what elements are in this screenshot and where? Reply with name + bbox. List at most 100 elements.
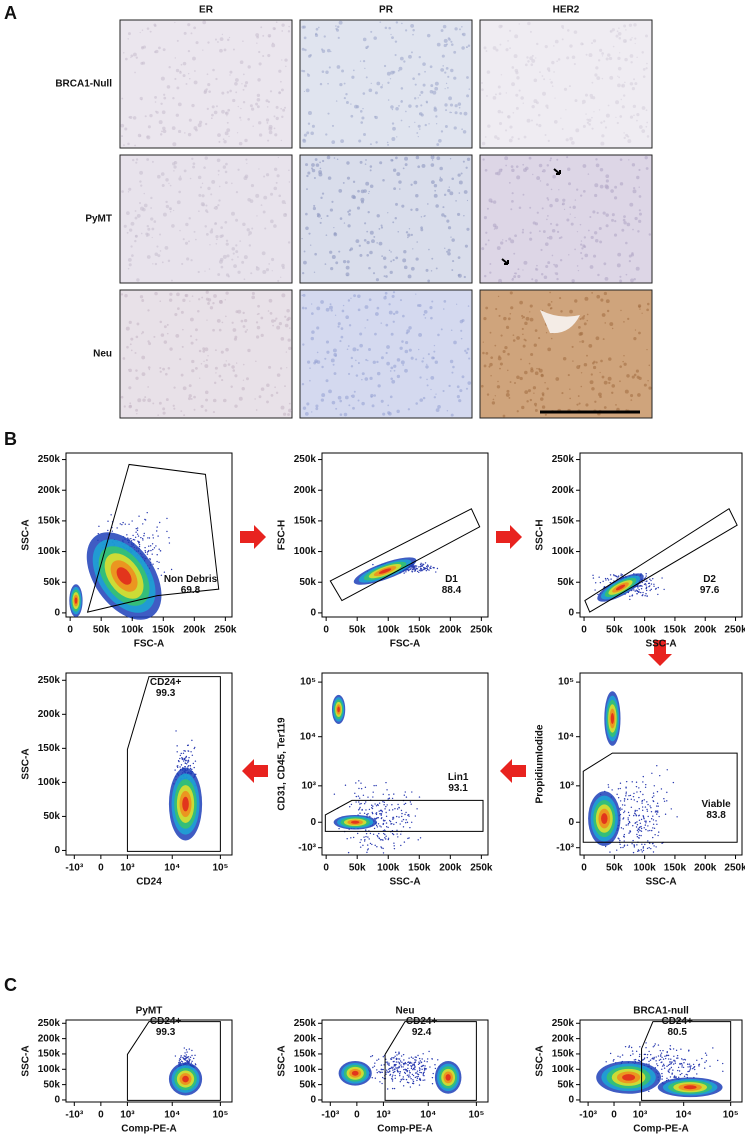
event	[648, 816, 649, 817]
texture	[305, 213, 308, 216]
y-tick-label: 10³	[302, 780, 317, 791]
texture	[160, 103, 162, 105]
event	[417, 1055, 418, 1056]
texture	[197, 310, 200, 313]
texture	[205, 88, 207, 90]
texture	[227, 39, 229, 41]
texture	[215, 78, 217, 80]
texture	[129, 228, 132, 231]
event	[358, 780, 359, 781]
column-header: HER2	[553, 5, 580, 16]
texture	[539, 164, 543, 168]
texture	[190, 259, 192, 261]
texture	[400, 57, 404, 61]
event	[415, 815, 416, 816]
texture	[170, 211, 172, 213]
event	[616, 794, 617, 795]
y-tick-label: 10⁵	[558, 677, 574, 688]
texture	[370, 31, 372, 33]
event	[142, 539, 143, 540]
texture	[630, 82, 633, 85]
event	[386, 1070, 387, 1071]
event	[427, 1058, 428, 1059]
event	[425, 568, 426, 569]
y-tick-label: 0	[54, 845, 60, 856]
event	[641, 849, 642, 850]
x-axis-label: Comp-PE-A	[377, 1124, 433, 1135]
event	[670, 1076, 671, 1077]
texture	[510, 381, 512, 383]
texture	[132, 159, 134, 161]
texture	[569, 206, 571, 208]
flow-plot: Lin193.1-10³010³10⁴10⁵050k100k150k200k25…	[277, 673, 493, 888]
texture	[523, 345, 526, 348]
texture	[365, 327, 366, 328]
texture	[189, 78, 190, 79]
event	[405, 822, 406, 823]
texture	[545, 134, 547, 136]
texture	[148, 342, 151, 345]
event	[670, 1045, 671, 1046]
texture	[545, 242, 549, 246]
texture	[243, 176, 247, 180]
event	[381, 813, 382, 814]
y-tick-label: 0	[54, 1095, 60, 1106]
event	[396, 833, 397, 834]
texture	[392, 109, 393, 110]
event	[408, 1076, 409, 1077]
texture	[178, 177, 181, 180]
texture	[250, 272, 252, 274]
texture	[288, 339, 291, 342]
event	[194, 1055, 195, 1056]
event	[153, 537, 154, 538]
event	[421, 1066, 422, 1067]
event	[369, 838, 370, 839]
texture	[532, 55, 534, 57]
ihc-image	[300, 290, 472, 418]
texture	[388, 99, 390, 101]
event	[401, 1061, 402, 1062]
texture	[612, 213, 615, 216]
texture	[390, 251, 392, 253]
texture	[365, 377, 369, 381]
texture	[258, 121, 261, 124]
texture	[403, 60, 405, 62]
texture	[524, 371, 528, 375]
texture	[232, 322, 234, 324]
event	[138, 515, 139, 516]
texture	[257, 98, 261, 102]
event	[630, 795, 631, 796]
texture	[619, 52, 620, 53]
texture	[144, 193, 145, 194]
event	[644, 595, 645, 596]
texture	[357, 349, 359, 351]
texture	[401, 87, 404, 90]
texture	[140, 62, 143, 65]
texture	[183, 74, 186, 77]
texture	[217, 319, 221, 323]
texture	[531, 278, 533, 280]
event	[637, 851, 638, 852]
texture	[231, 212, 235, 216]
event	[185, 760, 186, 761]
texture	[507, 40, 509, 42]
texture	[566, 138, 569, 141]
texture	[397, 358, 401, 362]
event	[365, 809, 366, 810]
texture	[545, 414, 547, 416]
event	[416, 1072, 417, 1073]
texture	[150, 31, 152, 33]
event	[366, 852, 367, 853]
event	[191, 1061, 192, 1062]
texture	[596, 164, 600, 168]
texture	[504, 346, 507, 349]
event	[422, 1074, 423, 1075]
texture	[174, 313, 177, 316]
texture	[303, 294, 306, 297]
texture	[374, 116, 376, 118]
event	[138, 535, 139, 536]
texture	[381, 224, 383, 226]
texture	[516, 76, 519, 79]
texture	[495, 308, 497, 310]
event	[676, 1058, 677, 1059]
